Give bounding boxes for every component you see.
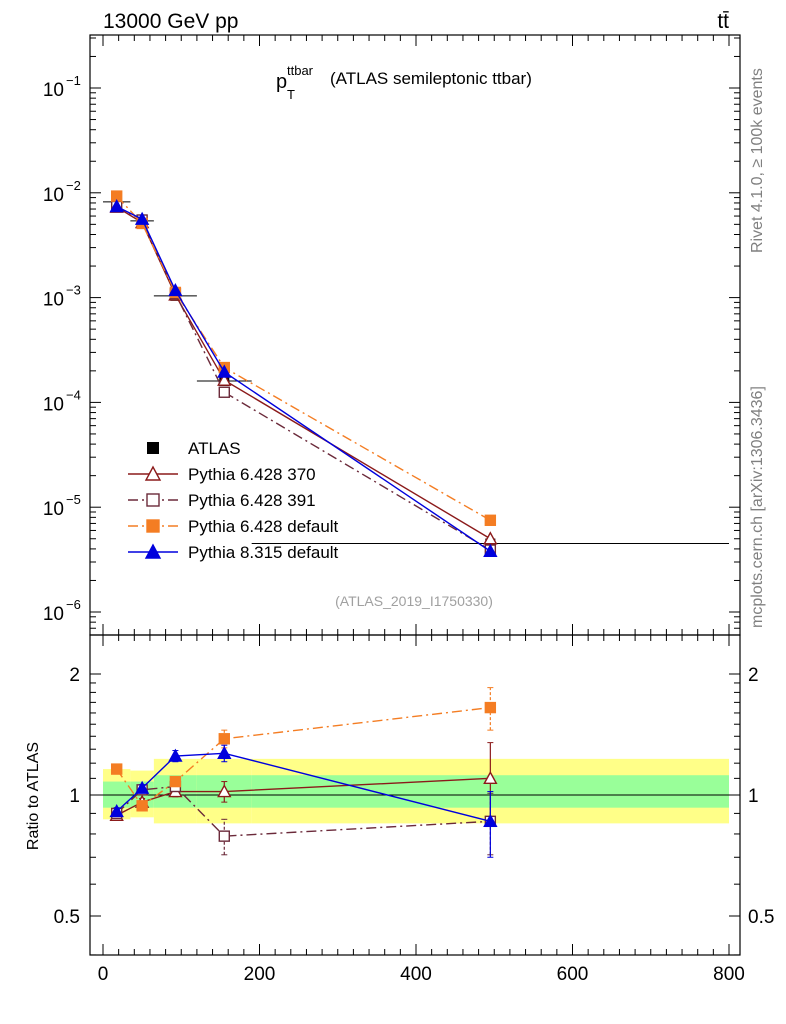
x-tick-label: 400 xyxy=(400,964,432,985)
series-line-0 xyxy=(116,206,491,540)
ratio-point-3 xyxy=(483,813,498,828)
x-tick-label: 800 xyxy=(713,964,745,985)
process-label: tt̄ xyxy=(717,10,729,33)
y-tick-label: 10 xyxy=(43,80,64,101)
ratio-point-0 xyxy=(217,784,232,798)
ratio-y-tick-label-right: 0.5 xyxy=(748,907,774,928)
series-point-1 xyxy=(218,386,230,398)
series-point-3 xyxy=(483,543,498,557)
ratio-point-3 xyxy=(217,745,232,759)
plot-title: p xyxy=(276,71,287,93)
y-tick-exponent: −1 xyxy=(66,73,81,88)
y-tick-exponent: −5 xyxy=(66,492,81,507)
legend-marker-atlas xyxy=(147,442,159,454)
ratio-point-2 xyxy=(110,763,123,775)
y-tick-exponent: −4 xyxy=(66,387,81,402)
title-text: (ATLAS semileptonic ttbar) xyxy=(330,69,532,88)
ratio-series xyxy=(109,687,498,858)
ratio-point-2 xyxy=(218,733,230,745)
legend-label-1: Pythia 6.428 391 xyxy=(188,491,316,510)
series-point-0 xyxy=(483,531,498,545)
legend-label-0: Pythia 6.428 370 xyxy=(188,465,316,484)
title-symbol: p xyxy=(276,71,287,93)
y-tick-label: 10 xyxy=(43,499,64,520)
ratio-point-3 xyxy=(168,748,183,762)
title-superscript: ttbar xyxy=(287,63,314,78)
ratio-point-2 xyxy=(484,701,497,714)
y-tick-label: 10 xyxy=(43,394,64,415)
x-tick-label: 200 xyxy=(244,964,276,985)
legend-marker-0 xyxy=(144,465,162,481)
legend-marker-3 xyxy=(144,543,162,559)
legend-marker-1 xyxy=(146,493,160,507)
legend-label-2: Pythia 6.428 default xyxy=(188,517,339,536)
x-tick-label: 0 xyxy=(98,964,109,985)
ratio-ylabel: Ratio to ATLAS xyxy=(25,742,42,850)
x-tick-label: 600 xyxy=(557,964,589,985)
series-point-3 xyxy=(217,364,232,378)
legend-label-3: Pythia 8.315 default xyxy=(188,543,339,562)
ratio-y-tick-label-left: 1 xyxy=(69,786,80,807)
analysis-label: (ATLAS_2019_I1750330) xyxy=(335,593,493,609)
y-tick-label: 10 xyxy=(43,290,64,311)
title-subscript: T xyxy=(287,87,295,102)
series-point-3 xyxy=(168,282,183,297)
ratio-y-tick-label-right: 2 xyxy=(748,665,759,686)
ratio-y-tick-label-right: 1 xyxy=(748,786,759,807)
ratio-point-2 xyxy=(169,775,182,788)
ratio-point-3 xyxy=(109,804,124,818)
ratio-point-2 xyxy=(136,800,148,812)
ratio-point-0 xyxy=(483,770,498,785)
y-tick-exponent: −3 xyxy=(66,283,81,298)
series-point-0 xyxy=(217,372,232,386)
series-point-3 xyxy=(109,199,124,213)
y-tick-exponent: −6 xyxy=(66,597,81,612)
series-point-3 xyxy=(134,211,150,225)
rivet-label: Rivet 4.1.0, ≥ 100k events xyxy=(749,68,766,253)
ratio-y-tick-label-left: 0.5 xyxy=(54,907,80,928)
ratio-point-1 xyxy=(218,830,230,842)
legend-label-atlas: ATLAS xyxy=(188,439,241,458)
y-tick-label: 10 xyxy=(43,604,64,625)
y-tick-label: 10 xyxy=(43,185,64,206)
mcplots-label: mcplots.cern.ch [arXiv:1306.3436] xyxy=(749,386,766,628)
ratio-y-tick-label-left: 2 xyxy=(69,665,80,686)
legend: ATLAS Pythia 6.428 370 Pythia 6.428 391 Pyt… xyxy=(128,439,339,562)
main-series xyxy=(103,190,729,557)
ratio-point-3 xyxy=(134,780,150,794)
series-point-2 xyxy=(484,514,497,526)
energy-label: 13000 GeV pp xyxy=(103,10,238,33)
legend-marker-2 xyxy=(146,519,160,533)
y-tick-exponent: −2 xyxy=(66,178,81,193)
